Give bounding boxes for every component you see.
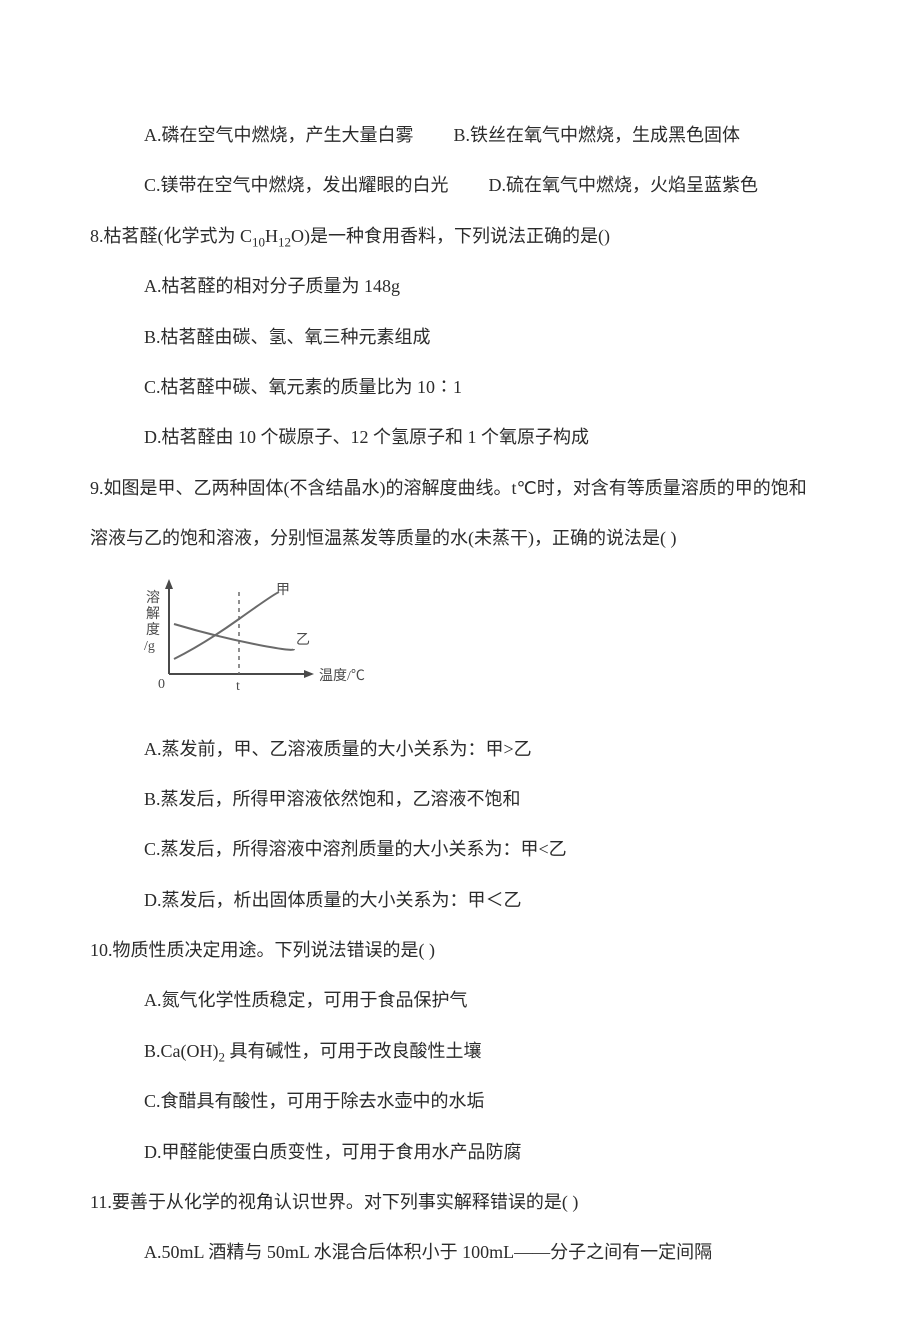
q9-stem-1: 9.如图是甲、乙两种固体(不含结晶水)的溶解度曲线。t℃时，对含有等质量溶质的甲… [90,463,830,513]
q8-stem: 8.枯茗醛(化学式为 C10H12O)是一种食用香料，下列说法正确的是() [90,211,830,261]
y-axis-label-1: 溶 [146,590,160,606]
q8-option-a: A.枯茗醛的相对分子质量为 148g [90,261,830,311]
q7-option-c: C.镁带在空气中燃烧，发出耀眼的白光 [144,160,449,210]
q7-option-row: A.磷在空气中燃烧，产生大量白雾 B.铁丝在氧气中燃烧，生成黑色固体 [90,110,830,160]
solubility-chart-svg: 溶 解 度 /g 0 t 温度/℃ 甲 乙 [144,574,404,714]
q7-option-b: B.铁丝在氧气中燃烧，生成黑色固体 [454,110,741,160]
exam-page: A.磷在空气中燃烧，产生大量白雾 B.铁丝在氧气中燃烧，生成黑色固体 C.镁带在… [0,0,920,1338]
q9-option-a: A.蒸发前，甲、乙溶液质量的大小关系为：甲>乙 [90,724,830,774]
q11-stem: 11.要善于从化学的视角认识世界。对下列事实解释错误的是( ) [90,1177,830,1227]
q7-option-a: A.磷在空气中燃烧，产生大量白雾 [144,110,414,160]
q9-option-d: D.蒸发后，析出固体质量的大小关系为：甲＜乙 [90,875,830,925]
q10-option-c: C.食醋具有酸性，可用于除去水壶中的水垢 [90,1076,830,1126]
q8-stem-end: ) [604,226,612,246]
x-tick-t: t [236,679,240,694]
x-axis-arrow [304,670,314,678]
q10-b-pre: B.Ca(OH) [144,1041,219,1061]
q8-option-b: B.枯茗醛由碳、氢、氧三种元素组成 [90,312,830,362]
q8-sub2: 12 [278,234,291,249]
q9-option-c: C.蒸发后，所得溶液中溶剂质量的大小关系为：甲<乙 [90,824,830,874]
solubility-chart: 溶 解 度 /g 0 t 温度/℃ 甲 乙 [144,574,404,714]
q10-b-post: 具有碱性，可用于改良酸性土壤 [225,1041,482,1061]
q8-sub1: 10 [252,234,265,249]
y-axis-label-2: 解 [146,606,160,622]
q7-option-d: D.硫在氧气中燃烧，火焰呈蓝紫色 [489,160,759,210]
q10-stem: 10.物质性质决定用途。下列说法错误的是( ) [90,925,830,975]
curve-jia [174,592,279,659]
q11-option-a: A.50mL 酒精与 50mL 水混合后体积小于 100mL——分子之间有一定间… [90,1227,830,1277]
y-axis-arrow [165,579,173,589]
y-axis-label-4: /g [144,639,155,654]
series-label-yi: 乙 [296,632,310,648]
origin-label: 0 [158,677,165,692]
q8-option-c: C.枯茗醛中碳、氧元素的质量比为 10∶1 [90,362,830,412]
q9-option-b: B.蒸发后，所得甲溶液依然饱和，乙溶液不饱和 [90,774,830,824]
y-axis-label-3: 度 [146,622,160,638]
q10-option-d: D.甲醛能使蛋白质变性，可用于食用水产品防腐 [90,1127,830,1177]
q8-mid1: H [265,226,278,246]
q10-option-a: A.氮气化学性质稳定，可用于食品保护气 [90,975,830,1025]
q9-stem-2: 溶液与乙的饱和溶液，分别恒温蒸发等质量的水(未蒸干)，正确的说法是( ) [90,513,830,563]
q8-option-d: D.枯茗醛由 10 个碳原子、12 个氢原子和 1 个氧原子构成 [90,412,830,462]
series-label-jia: 甲 [276,583,290,598]
q8-stem-pre: 8.枯茗醛(化学式为 C [90,226,252,246]
q8-mid2: O)是一种食用香料，下列说法正确的是( [291,226,604,246]
q10-option-b: B.Ca(OH)2 具有碱性，可用于改良酸性土壤 [90,1026,830,1076]
curve-yi [174,624,294,650]
x-axis-label: 温度/℃ [319,668,365,684]
q7-option-row-2: C.镁带在空气中燃烧，发出耀眼的白光 D.硫在氧气中燃烧，火焰呈蓝紫色 [90,160,830,210]
